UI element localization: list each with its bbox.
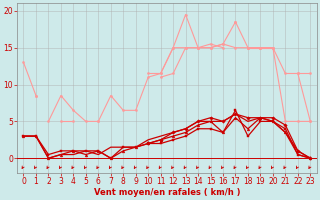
X-axis label: Vent moyen/en rafales ( km/h ): Vent moyen/en rafales ( km/h ) [94, 188, 240, 197]
